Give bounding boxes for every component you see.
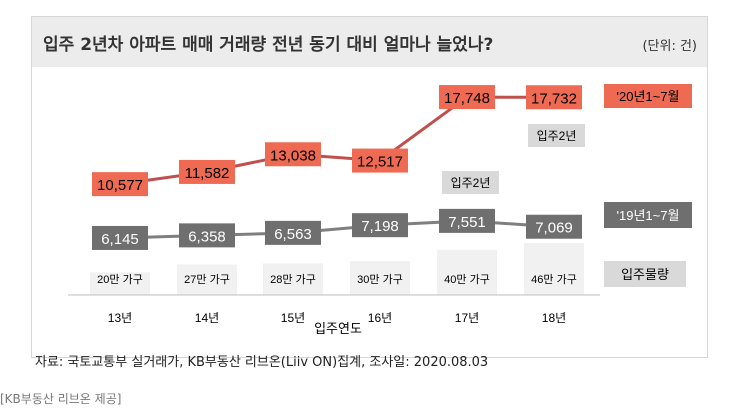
x-tick-label-3: 15년: [281, 311, 305, 325]
annotation-tag-18-box: [528, 124, 585, 147]
move-in-bar-2: [177, 264, 237, 295]
credit-note: [KB부동산 리브온 제공]: [0, 392, 122, 406]
series-2020-point-6: [526, 85, 582, 110]
move-in-bar-1: [90, 272, 150, 295]
series-2020-point-5: [439, 85, 495, 110]
series-2019-point-3: [265, 220, 321, 245]
series-2019-point-1: [92, 225, 148, 250]
move-in-label-2: 27만 가구: [184, 273, 230, 286]
move-in-label-3: 28만 가구: [270, 273, 316, 286]
x-axis-title: 입주연도: [314, 321, 362, 336]
move-in-label-1: 20만 가구: [97, 273, 143, 286]
annotation-tag-17-label: 입주2년: [451, 176, 491, 190]
series-2019-value-4: 7,198: [361, 218, 399, 235]
series-2019-value-6: 7,069: [535, 220, 573, 237]
move-in-label-5: 40만 가구: [444, 273, 490, 286]
legend-move-in-box: [604, 261, 686, 287]
move-in-bar-5: [437, 249, 497, 295]
series-2019-value-3: 6,563: [274, 226, 312, 243]
series-2020-value-1: 10,577: [97, 177, 143, 194]
title-band: 입주 2년차 아파트 매매 거래량 전년 동기 대비 얼마나 늘었나? (단위:…: [32, 17, 707, 67]
move-in-label-6: 46만 가구: [531, 273, 577, 286]
x-tick-label-4: 16년: [368, 311, 392, 325]
legend-2019-box: [604, 202, 692, 228]
series-2020-point-2: [179, 159, 235, 184]
series-2020-point-1: [92, 172, 148, 197]
series-2019-value-5: 7,551: [448, 214, 486, 231]
series-2020-value-4: 12,517: [357, 154, 403, 171]
move-in-bar-4: [350, 261, 410, 295]
move-in-bar-6: [524, 243, 584, 295]
series-2020-value-5: 17,748: [444, 90, 490, 107]
series-2020-point-4: [352, 148, 408, 173]
x-tick-label-1: 13년: [108, 311, 132, 325]
series-2019-point-2: [179, 223, 235, 248]
annotation-tag-18-label: 입주2년: [537, 129, 577, 143]
series-2019-point-6: [526, 214, 582, 239]
series-2020-value-6: 17,732: [531, 90, 577, 107]
annotation-tag-17-box: [442, 171, 499, 194]
series-2020-point-3: [265, 142, 321, 167]
source-note: 자료: 국토교통부 실거래가, KB부동산 리브온(Liiv ON)집계, 조사…: [35, 355, 489, 370]
move-in-label-4: 30만 가구: [357, 273, 403, 286]
x-tick-label-2: 14년: [195, 311, 219, 325]
series-2019-value-2: 6,358: [188, 228, 226, 245]
legend-2020-label: '20년1~7월: [617, 89, 680, 104]
x-tick-label-5: 17년: [455, 311, 479, 325]
unit-label: (단위: 건): [642, 39, 697, 54]
series-2019-point-4: [352, 213, 408, 238]
series-2019-point-5: [439, 208, 495, 233]
chart-title: 입주 2년차 아파트 매매 거래량 전년 동기 대비 얼마나 늘었나?: [43, 35, 494, 55]
series-2019-value-1: 6,145: [101, 231, 139, 248]
series-2020-value-2: 11,582: [185, 165, 230, 182]
legend-2020-box: [604, 84, 692, 108]
x-tick-label-6: 18년: [542, 311, 566, 325]
legend-move-in-label: 입주물량: [621, 267, 669, 282]
series-2020-value-3: 13,038: [270, 147, 316, 164]
move-in-bar-3: [263, 263, 323, 295]
legend-2019-label: '19년1~7월: [617, 208, 680, 223]
